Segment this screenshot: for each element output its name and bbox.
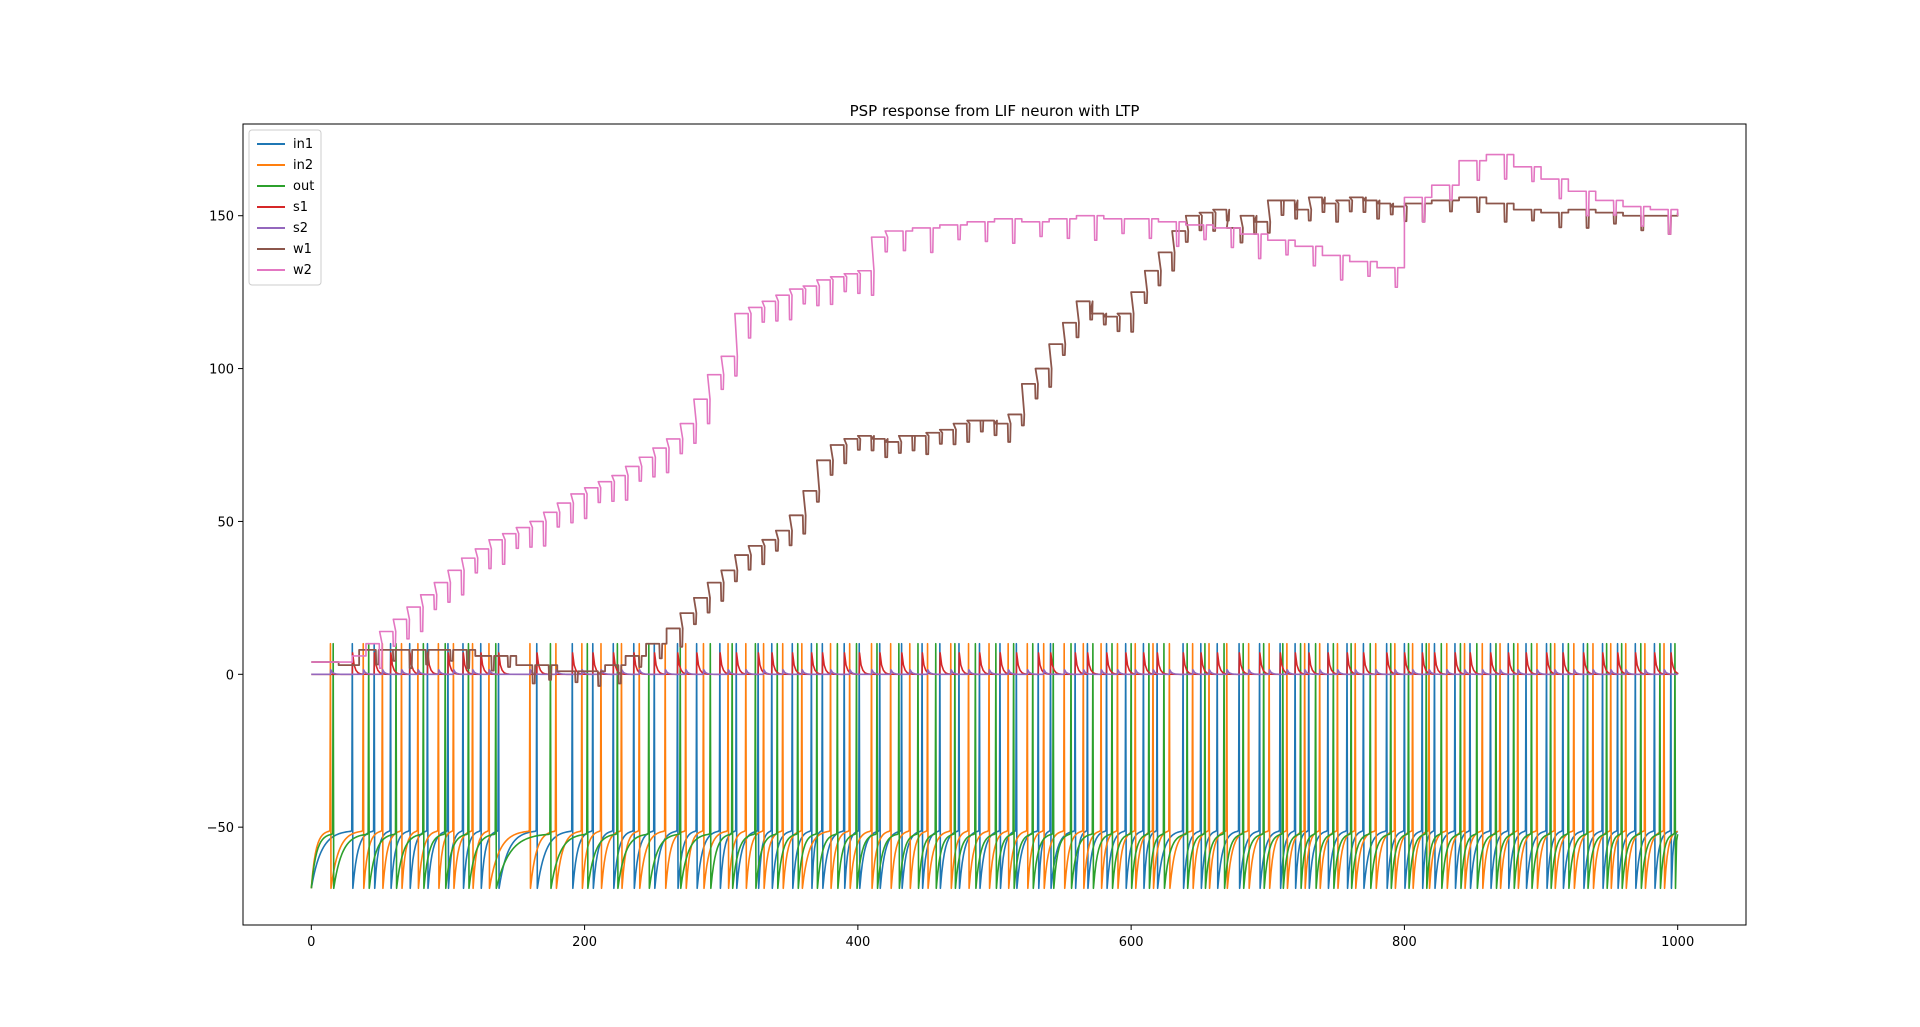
- plot-area: [310, 153, 1679, 890]
- series-out-line: [310, 642, 1679, 890]
- plot-frame: [242, 123, 1747, 926]
- y-tick: 0: [226, 668, 243, 683]
- legend-entry-w2: w2: [257, 263, 312, 278]
- legend-label: in2: [293, 158, 313, 173]
- x-tick-label: 600: [1119, 935, 1144, 950]
- y-axis: −50 0 50 100 150: [207, 210, 243, 836]
- x-tick-label: 1000: [1661, 935, 1694, 950]
- legend-entry-out: out: [257, 179, 314, 194]
- x-tick-label: 0: [307, 935, 315, 950]
- x-tick-label: 400: [845, 935, 870, 950]
- y-tick: 100: [209, 363, 243, 378]
- legend-label: w2: [293, 263, 312, 278]
- y-tick: −50: [207, 821, 243, 836]
- y-tick-label: 100: [209, 363, 234, 378]
- legend-entry-in2: in2: [257, 158, 313, 173]
- y-tick-label: 0: [226, 668, 234, 683]
- legend-label: s1: [293, 200, 308, 215]
- x-tick: 600: [1119, 925, 1144, 950]
- legend-entry-w1: w1: [257, 242, 312, 257]
- series-in2-line: [310, 642, 1678, 890]
- y-tick-label: 150: [209, 210, 234, 225]
- x-tick: 1000: [1661, 925, 1694, 950]
- x-tick-label: 200: [572, 935, 597, 950]
- legend-label: out: [293, 179, 314, 194]
- legend-label: s2: [293, 221, 308, 236]
- x-axis: 0 200 400 600 800 1000: [307, 925, 1694, 950]
- legend: in1 in2 out s1 s2 w1 w2: [248, 129, 322, 286]
- x-tick: 0: [307, 925, 315, 950]
- x-tick-label: 800: [1392, 935, 1417, 950]
- legend-entry-in1: in1: [257, 137, 313, 152]
- series-w2-line: [311, 153, 1679, 669]
- legend-entry-s2: s2: [257, 221, 308, 236]
- series-s2-line: [311, 668, 1678, 676]
- legend-label: in1: [293, 137, 313, 152]
- y-tick: 150: [209, 210, 243, 225]
- x-tick: 400: [845, 925, 870, 950]
- x-tick: 200: [572, 925, 597, 950]
- series-in1-line: [310, 642, 1679, 890]
- x-tick: 800: [1392, 925, 1417, 950]
- legend-label: w1: [293, 242, 312, 257]
- series-w1-line: [311, 196, 1679, 687]
- chart-title: PSP response from LIF neuron with LTP: [850, 102, 1140, 120]
- y-tick-label: 50: [217, 515, 234, 530]
- legend-entry-s1: s1: [257, 200, 308, 215]
- y-tick-label: −50: [207, 821, 234, 836]
- y-tick: 50: [217, 515, 243, 530]
